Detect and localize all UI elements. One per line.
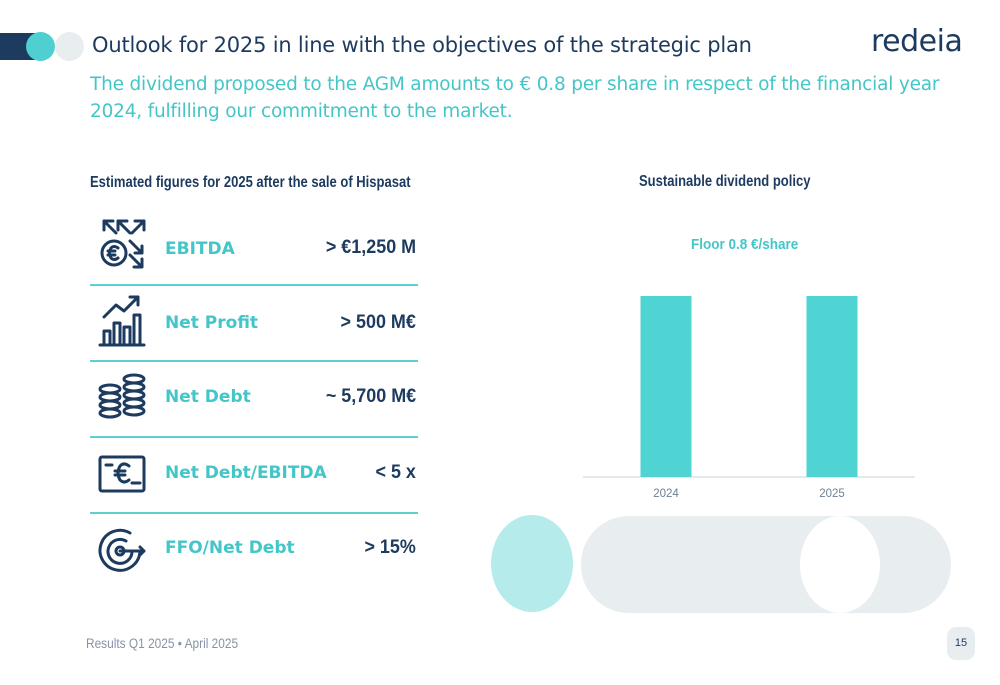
estimated-figures-heading: Estimated figures for 2025 after the sal… bbox=[90, 174, 411, 191]
bar-2025 bbox=[806, 296, 858, 477]
coin-stacks-icon bbox=[98, 373, 146, 419]
money-arrows-icon bbox=[100, 219, 146, 269]
metric-value: ~ 5,700 M€ bbox=[325, 385, 416, 407]
metric-row-net-debt-ebitda: Net Debt/EBITDA < 5 x bbox=[90, 438, 418, 514]
metric-label: Net Debt bbox=[165, 387, 251, 407]
target-arrow-icon bbox=[98, 528, 146, 572]
metric-label: EBITDA bbox=[165, 239, 235, 259]
decoration-pill-circle bbox=[800, 516, 880, 613]
metric-row-net-debt: Net Debt ~ 5,700 M€ bbox=[90, 362, 418, 438]
row-divider bbox=[90, 284, 418, 286]
row-divider bbox=[90, 436, 418, 438]
metric-label: FFO/Net Debt bbox=[165, 538, 295, 558]
page-number: 15 bbox=[947, 627, 975, 660]
metric-row-net-profit: Net Profit > 500 M€ bbox=[90, 286, 418, 362]
tick-label-2025: 2025 bbox=[819, 488, 845, 500]
metric-row-ebitda: EBITDA > €1,250 M bbox=[90, 210, 418, 286]
metric-value: > 15% bbox=[364, 536, 416, 558]
page-subtitle: The dividend proposed to the AGM amounts… bbox=[90, 74, 940, 122]
euro-terminal-icon bbox=[98, 455, 146, 493]
metric-value: > 500 M€ bbox=[340, 311, 416, 333]
metric-value: < 5 x bbox=[375, 461, 416, 483]
header-decoration-circle-teal bbox=[26, 32, 55, 61]
metric-row-ffo-net-debt: FFO/Net Debt > 15% bbox=[90, 514, 418, 590]
decoration-pill bbox=[581, 516, 951, 613]
dividend-policy-heading: Sustainable dividend policy bbox=[639, 173, 811, 190]
row-divider bbox=[90, 360, 418, 362]
header-decoration-circle-grey bbox=[55, 32, 84, 61]
growth-chart-icon bbox=[98, 295, 146, 347]
chart-annotation-floor: Floor 0.8 €/share bbox=[691, 236, 799, 253]
metric-label: Net Debt/EBITDA bbox=[165, 463, 327, 483]
page-title: Outlook for 2025 in line with the object… bbox=[92, 33, 752, 57]
tick-label-2024: 2024 bbox=[653, 488, 679, 500]
footer-text: Results Q1 2025 • April 2025 bbox=[86, 636, 239, 651]
bar-2024 bbox=[640, 296, 692, 477]
row-divider bbox=[90, 512, 418, 514]
decoration-bubble bbox=[491, 515, 573, 612]
redeia-logo: redeia bbox=[871, 24, 963, 59]
dividend-bar-chart: 2024 2025 bbox=[583, 296, 915, 500]
metric-value: > €1,250 M bbox=[325, 236, 416, 258]
metric-label: Net Profit bbox=[165, 313, 259, 333]
